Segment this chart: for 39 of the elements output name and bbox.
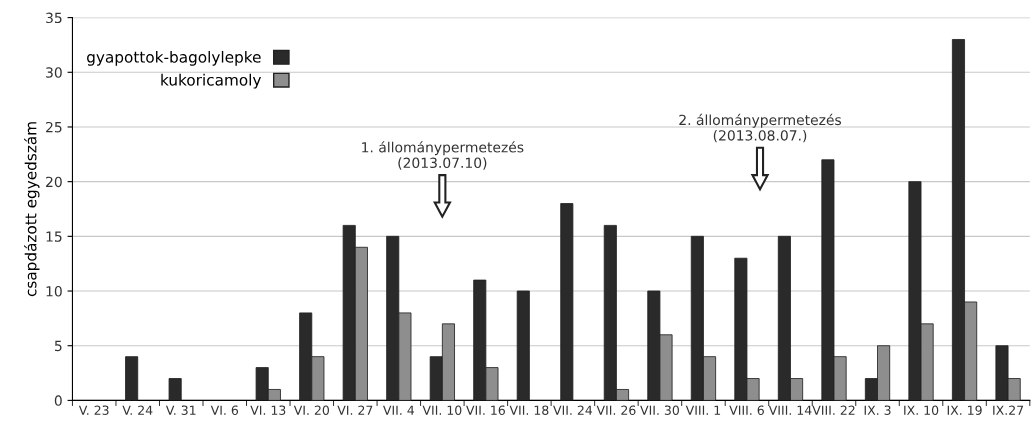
y-tick-label: 5 <box>54 340 62 352</box>
x-tick-label: IX. 3 <box>864 405 891 415</box>
x-tick-label: VIII. 1 <box>685 405 721 415</box>
bar <box>516 290 530 401</box>
y-tick-label: 15 <box>46 231 62 242</box>
x-tick-label: VI. 6 <box>210 405 239 415</box>
bar <box>168 378 182 401</box>
x-tick-label: IX. 19 <box>947 405 982 415</box>
x-tick-label: V. 31 <box>165 405 196 415</box>
x-tick-label: VI. 27 <box>337 405 373 415</box>
x-tick-label: V. 23 <box>78 405 109 415</box>
x-tick-label: V. 24 <box>122 405 153 415</box>
legend-label: gyapottok-bagolylepke <box>87 50 261 66</box>
x-tick-label: VII. 24 <box>553 405 593 415</box>
y-tick-label: 10 <box>46 286 62 297</box>
x-tick-label: VII. 30 <box>640 405 679 415</box>
y-axis-title: csapdázott egyedszám <box>24 122 40 297</box>
y-tick-label: 0 <box>54 395 62 406</box>
x-tick-label: VII. 16 <box>466 405 505 415</box>
bar <box>560 203 574 401</box>
legend-label: kukoricamoly <box>161 73 262 89</box>
x-tick-label: VII. 10 <box>422 405 462 415</box>
bar <box>125 356 139 401</box>
y-tick-label: 35 <box>46 12 62 24</box>
x-tick-label: VIII. 22 <box>812 405 855 415</box>
annotation: 2. állománypermetezés (2013.08.07.) <box>679 113 842 143</box>
x-tick-label: VI. 13 <box>250 405 286 415</box>
y-tick-label: 20 <box>46 176 62 188</box>
x-tick-label: VI. 20 <box>293 405 330 415</box>
y-tick-label: 25 <box>46 121 62 133</box>
x-tick-label: VII. 18 <box>509 405 549 415</box>
y-tick-label: 30 <box>46 67 62 78</box>
x-tick-label: VIII. 6 <box>729 405 764 415</box>
x-tick-label: VII. 26 <box>596 405 636 415</box>
x-tick-label: VII. 4 <box>383 405 415 415</box>
annotation: 1. állománypermetezés (2013.07.10) <box>362 141 524 170</box>
x-tick-label: IX.27 <box>993 405 1024 415</box>
x-tick-label: IX. 10 <box>904 405 939 415</box>
x-tick-label: VIII. 14 <box>768 405 812 415</box>
